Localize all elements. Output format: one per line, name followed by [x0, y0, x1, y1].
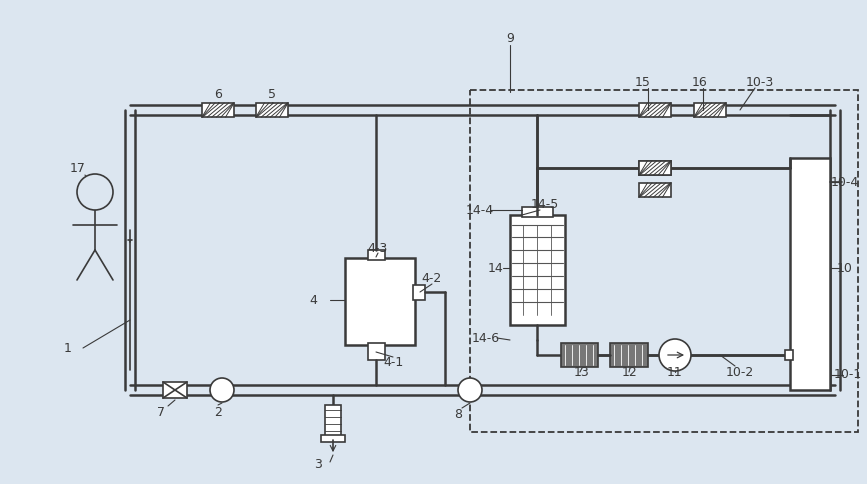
Bar	[610, 343, 648, 367]
Text: 14: 14	[488, 261, 504, 274]
Text: 12: 12	[623, 366, 638, 379]
Circle shape	[77, 174, 113, 210]
Text: 1: 1	[64, 342, 72, 354]
Bar	[256, 103, 288, 117]
Text: 14-6: 14-6	[472, 332, 500, 345]
Circle shape	[659, 339, 691, 371]
Text: 17: 17	[70, 162, 86, 175]
Bar	[694, 103, 726, 117]
Bar	[325, 405, 341, 440]
Bar	[510, 215, 565, 325]
Text: 7: 7	[157, 406, 165, 419]
Text: 15: 15	[635, 76, 651, 89]
Text: 4-2: 4-2	[422, 272, 442, 285]
Text: 13: 13	[574, 366, 590, 379]
Circle shape	[210, 378, 234, 402]
Bar	[785, 350, 793, 360]
Bar	[163, 382, 187, 398]
Text: 14-4: 14-4	[466, 203, 494, 216]
Text: 4-3: 4-3	[368, 242, 388, 255]
Text: 3: 3	[314, 458, 322, 471]
Bar	[639, 103, 671, 117]
Text: 10-1: 10-1	[834, 368, 862, 381]
Text: 16: 16	[692, 76, 707, 89]
Bar	[413, 285, 425, 300]
Text: 10-4: 10-4	[831, 176, 859, 188]
Bar	[639, 161, 671, 175]
Bar	[639, 183, 671, 197]
Bar	[790, 158, 830, 390]
Bar	[561, 343, 598, 367]
Bar	[368, 250, 385, 260]
Text: 4-1: 4-1	[383, 357, 403, 369]
Text: 10: 10	[837, 261, 853, 274]
Bar	[321, 435, 345, 442]
Bar	[470, 90, 858, 432]
Bar	[345, 258, 415, 345]
Text: 6: 6	[214, 89, 222, 102]
Text: 8: 8	[454, 408, 462, 422]
Text: 10-2: 10-2	[726, 365, 754, 378]
Text: 9: 9	[506, 31, 514, 45]
Text: 2: 2	[214, 406, 222, 419]
Bar	[202, 103, 234, 117]
Bar	[639, 161, 671, 175]
Text: 14-5: 14-5	[531, 198, 559, 212]
Bar	[522, 207, 553, 217]
Text: 10-3: 10-3	[746, 76, 774, 89]
Circle shape	[458, 378, 482, 402]
Text: 5: 5	[268, 89, 276, 102]
Text: 4: 4	[309, 293, 317, 306]
Bar	[368, 343, 385, 360]
Text: 11: 11	[667, 366, 683, 379]
